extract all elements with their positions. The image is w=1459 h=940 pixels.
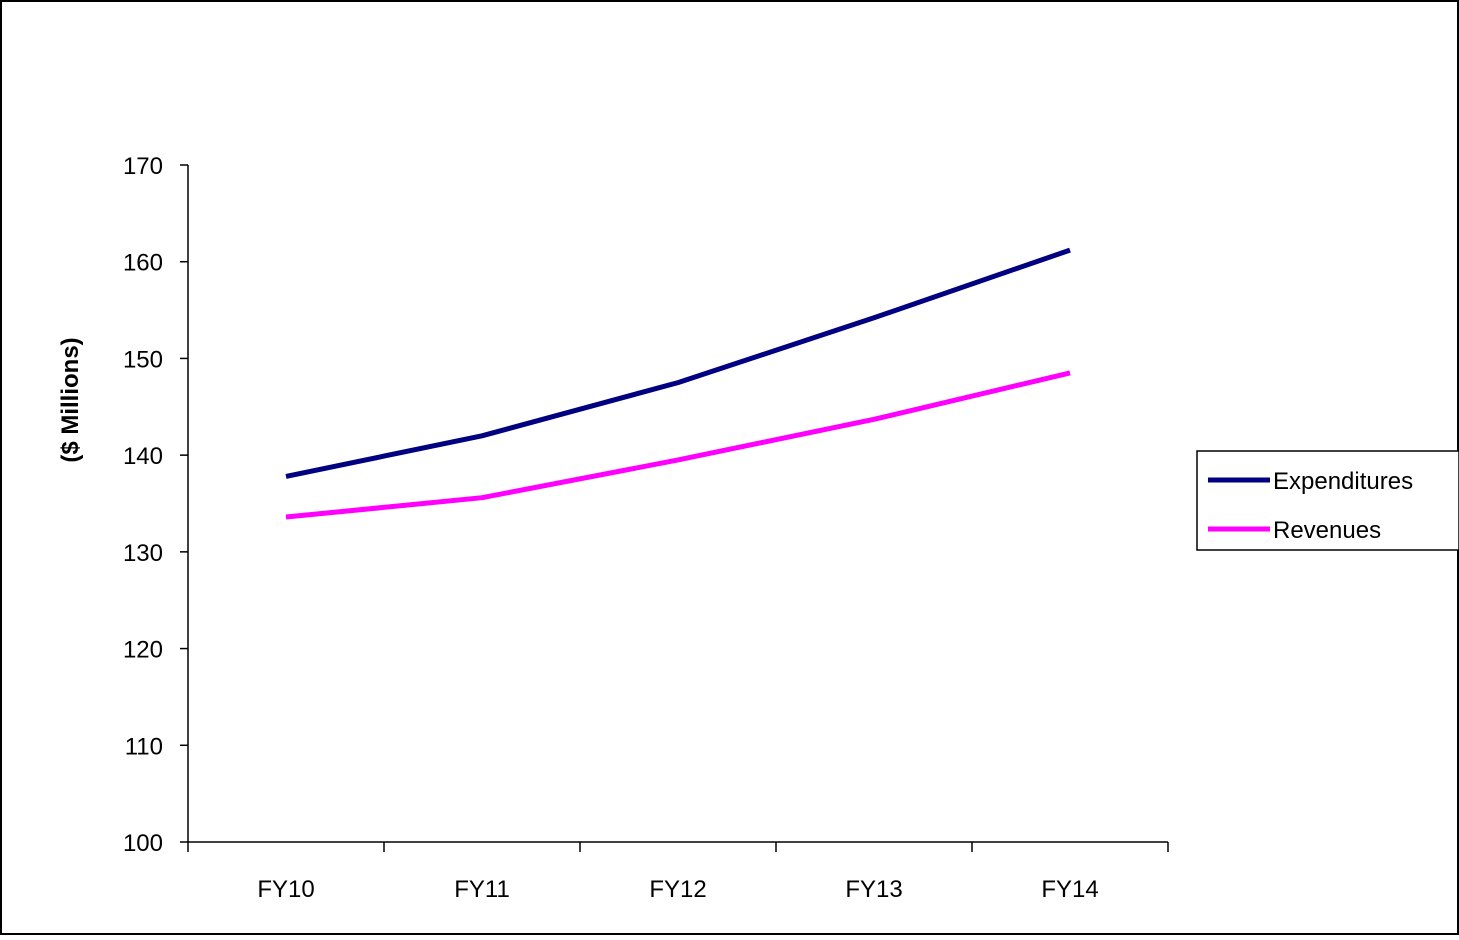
y-tick-label: 150 bbox=[123, 346, 163, 373]
y-tick-label: 170 bbox=[123, 153, 163, 180]
y-tick-label: 160 bbox=[123, 250, 163, 277]
x-tick-label: FY11 bbox=[454, 876, 510, 903]
x-tick-label: FY14 bbox=[1041, 876, 1098, 903]
x-tick-label: FY12 bbox=[649, 876, 706, 903]
y-tick-label: 100 bbox=[123, 830, 163, 857]
legend-label-expenditures: Expenditures bbox=[1273, 468, 1413, 495]
y-tick-label: 130 bbox=[123, 540, 163, 567]
y-axis-title: ($ Millions) bbox=[57, 337, 84, 462]
y-tick-label: 120 bbox=[123, 637, 163, 664]
y-tick-label: 110 bbox=[125, 733, 163, 760]
y-tick-label: 140 bbox=[123, 443, 163, 470]
x-tick-label: FY13 bbox=[845, 876, 902, 903]
x-tick-label: FY10 bbox=[257, 876, 314, 903]
legend: Expenditures Revenues bbox=[1197, 451, 1459, 550]
legend-label-revenues: Revenues bbox=[1273, 517, 1381, 544]
